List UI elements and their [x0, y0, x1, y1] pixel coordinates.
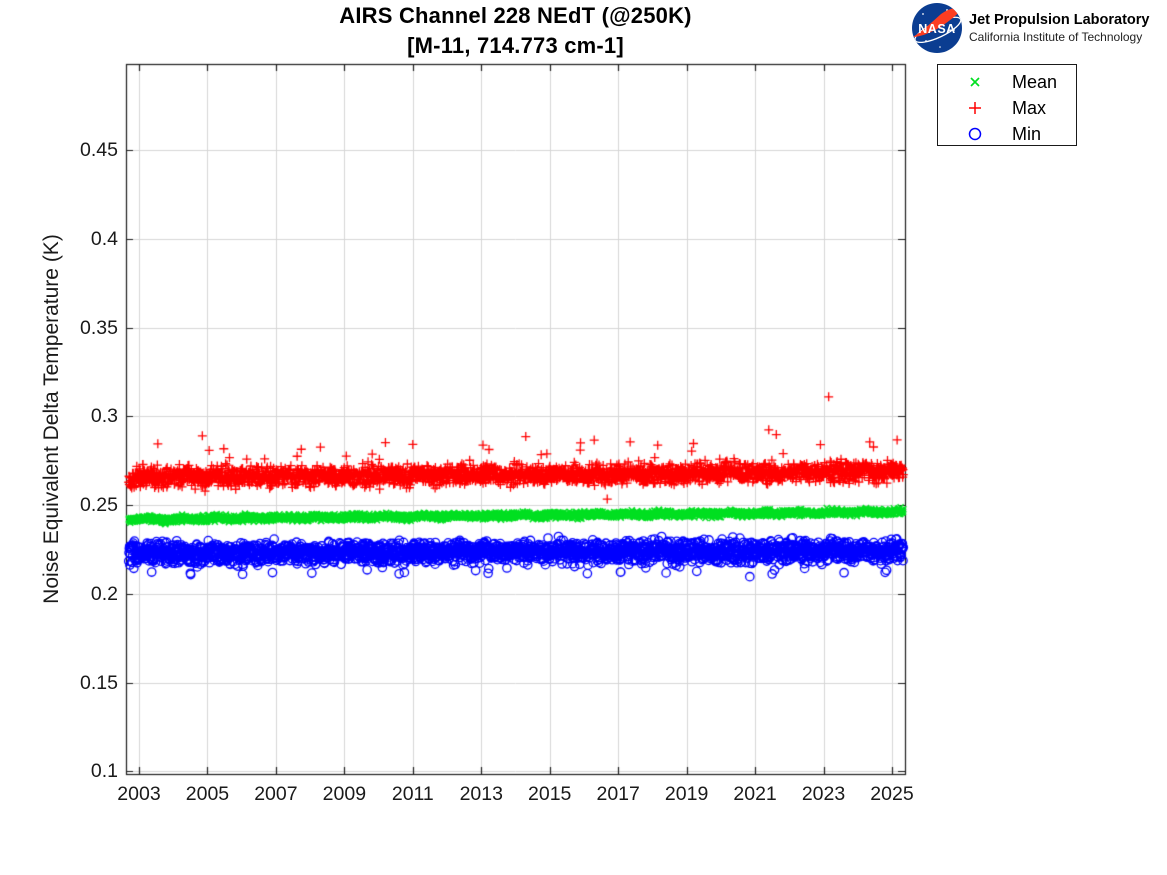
- mean-marker-icon: [938, 73, 1012, 91]
- legend-entry-mean: Mean: [938, 69, 1076, 95]
- legend-label-min: Min: [1012, 123, 1042, 144]
- legend-entry-min: Min: [938, 121, 1076, 147]
- legend-label-max: Max: [1012, 97, 1047, 118]
- max-marker-icon: [938, 99, 1012, 117]
- legend-entry-max: Max: [938, 95, 1076, 121]
- y-axis-label: Noise Equivalent Delta Temperature (K): [40, 234, 63, 604]
- legend-label-mean: Mean: [1012, 71, 1058, 92]
- legend: Mean Max Min: [937, 64, 1077, 146]
- min-marker-icon: [938, 125, 1012, 143]
